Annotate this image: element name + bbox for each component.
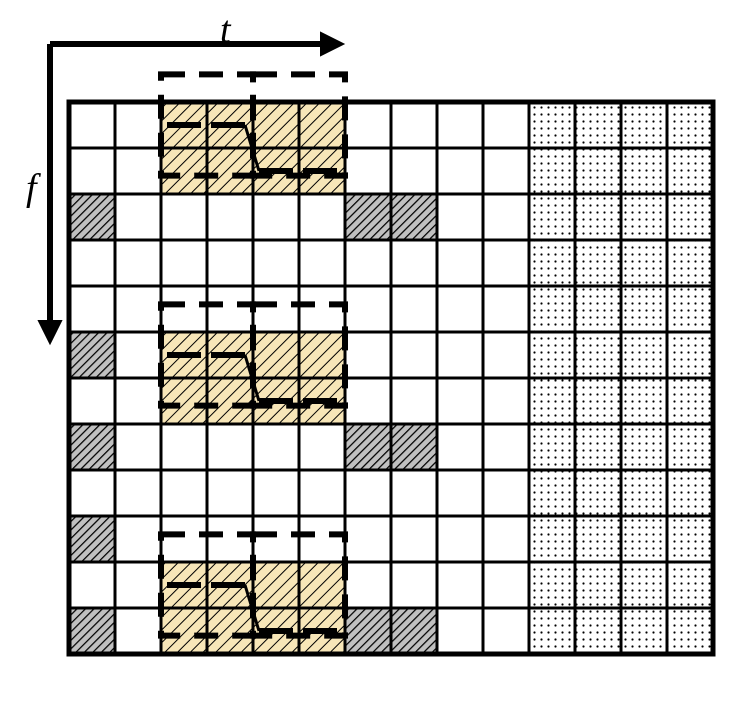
dot-cell — [529, 608, 575, 654]
dot-cell — [667, 424, 713, 470]
dark-diag-cell — [391, 608, 437, 654]
dot-cell — [575, 608, 621, 654]
dot-cell — [529, 102, 575, 148]
dot-cell — [667, 516, 713, 562]
dot-cell — [529, 516, 575, 562]
dot-cell — [529, 332, 575, 378]
light-diag-cell — [253, 562, 299, 608]
light-diag-cell — [207, 378, 253, 424]
dot-cell — [667, 470, 713, 516]
dark-diag-cell — [69, 332, 115, 378]
light-diag-cell — [207, 148, 253, 194]
dark-diag-cell — [69, 516, 115, 562]
dot-cell — [621, 286, 667, 332]
time-frequency-grid-diagram: tf — [20, 20, 710, 682]
dot-cell — [575, 240, 621, 286]
dot-cell — [621, 424, 667, 470]
dot-cell — [667, 286, 713, 332]
light-diag-cell — [161, 378, 207, 424]
dot-cell — [621, 470, 667, 516]
dot-cell — [621, 194, 667, 240]
dot-cell — [621, 608, 667, 654]
dark-diag-cell — [69, 424, 115, 470]
light-diag-cell — [299, 562, 345, 608]
dot-cell — [529, 148, 575, 194]
dark-diag-cell — [391, 194, 437, 240]
dot-cell — [621, 332, 667, 378]
dot-cell — [621, 516, 667, 562]
dot-cell — [575, 332, 621, 378]
light-diag-cell — [161, 608, 207, 654]
dot-cell — [575, 516, 621, 562]
diagram-svg: tf — [20, 20, 730, 682]
dot-cell — [529, 470, 575, 516]
dot-cell — [575, 148, 621, 194]
dot-cell — [529, 240, 575, 286]
light-diag-cell — [207, 608, 253, 654]
dark-diag-cell — [345, 424, 391, 470]
light-diag-cell — [299, 102, 345, 148]
dot-cell — [575, 102, 621, 148]
dot-cell — [621, 562, 667, 608]
light-diag-cell — [161, 148, 207, 194]
dot-cell — [667, 102, 713, 148]
dot-cell — [575, 194, 621, 240]
dot-cell — [667, 194, 713, 240]
light-diag-cell — [253, 102, 299, 148]
dot-cell — [621, 378, 667, 424]
dot-cell — [575, 562, 621, 608]
dot-cell — [529, 562, 575, 608]
dot-cell — [575, 286, 621, 332]
dot-cell — [575, 424, 621, 470]
dark-diag-cell — [69, 608, 115, 654]
dark-diag-cell — [345, 608, 391, 654]
light-diag-cell — [299, 332, 345, 378]
dot-cell — [621, 102, 667, 148]
dark-diag-cell — [391, 424, 437, 470]
dot-cell — [667, 240, 713, 286]
dot-cell — [667, 562, 713, 608]
dot-cell — [529, 378, 575, 424]
dark-diag-cell — [345, 194, 391, 240]
dot-cell — [621, 148, 667, 194]
dot-cell — [621, 240, 667, 286]
dot-cell — [667, 148, 713, 194]
t-axis-label: t — [220, 20, 232, 51]
dot-cell — [529, 424, 575, 470]
dot-cell — [667, 608, 713, 654]
light-diag-cell — [253, 332, 299, 378]
dark-diag-cell — [69, 194, 115, 240]
dot-cell — [667, 332, 713, 378]
dot-cell — [529, 286, 575, 332]
dot-cell — [575, 378, 621, 424]
dot-cell — [575, 470, 621, 516]
dot-cell — [667, 378, 713, 424]
dot-cell — [529, 194, 575, 240]
